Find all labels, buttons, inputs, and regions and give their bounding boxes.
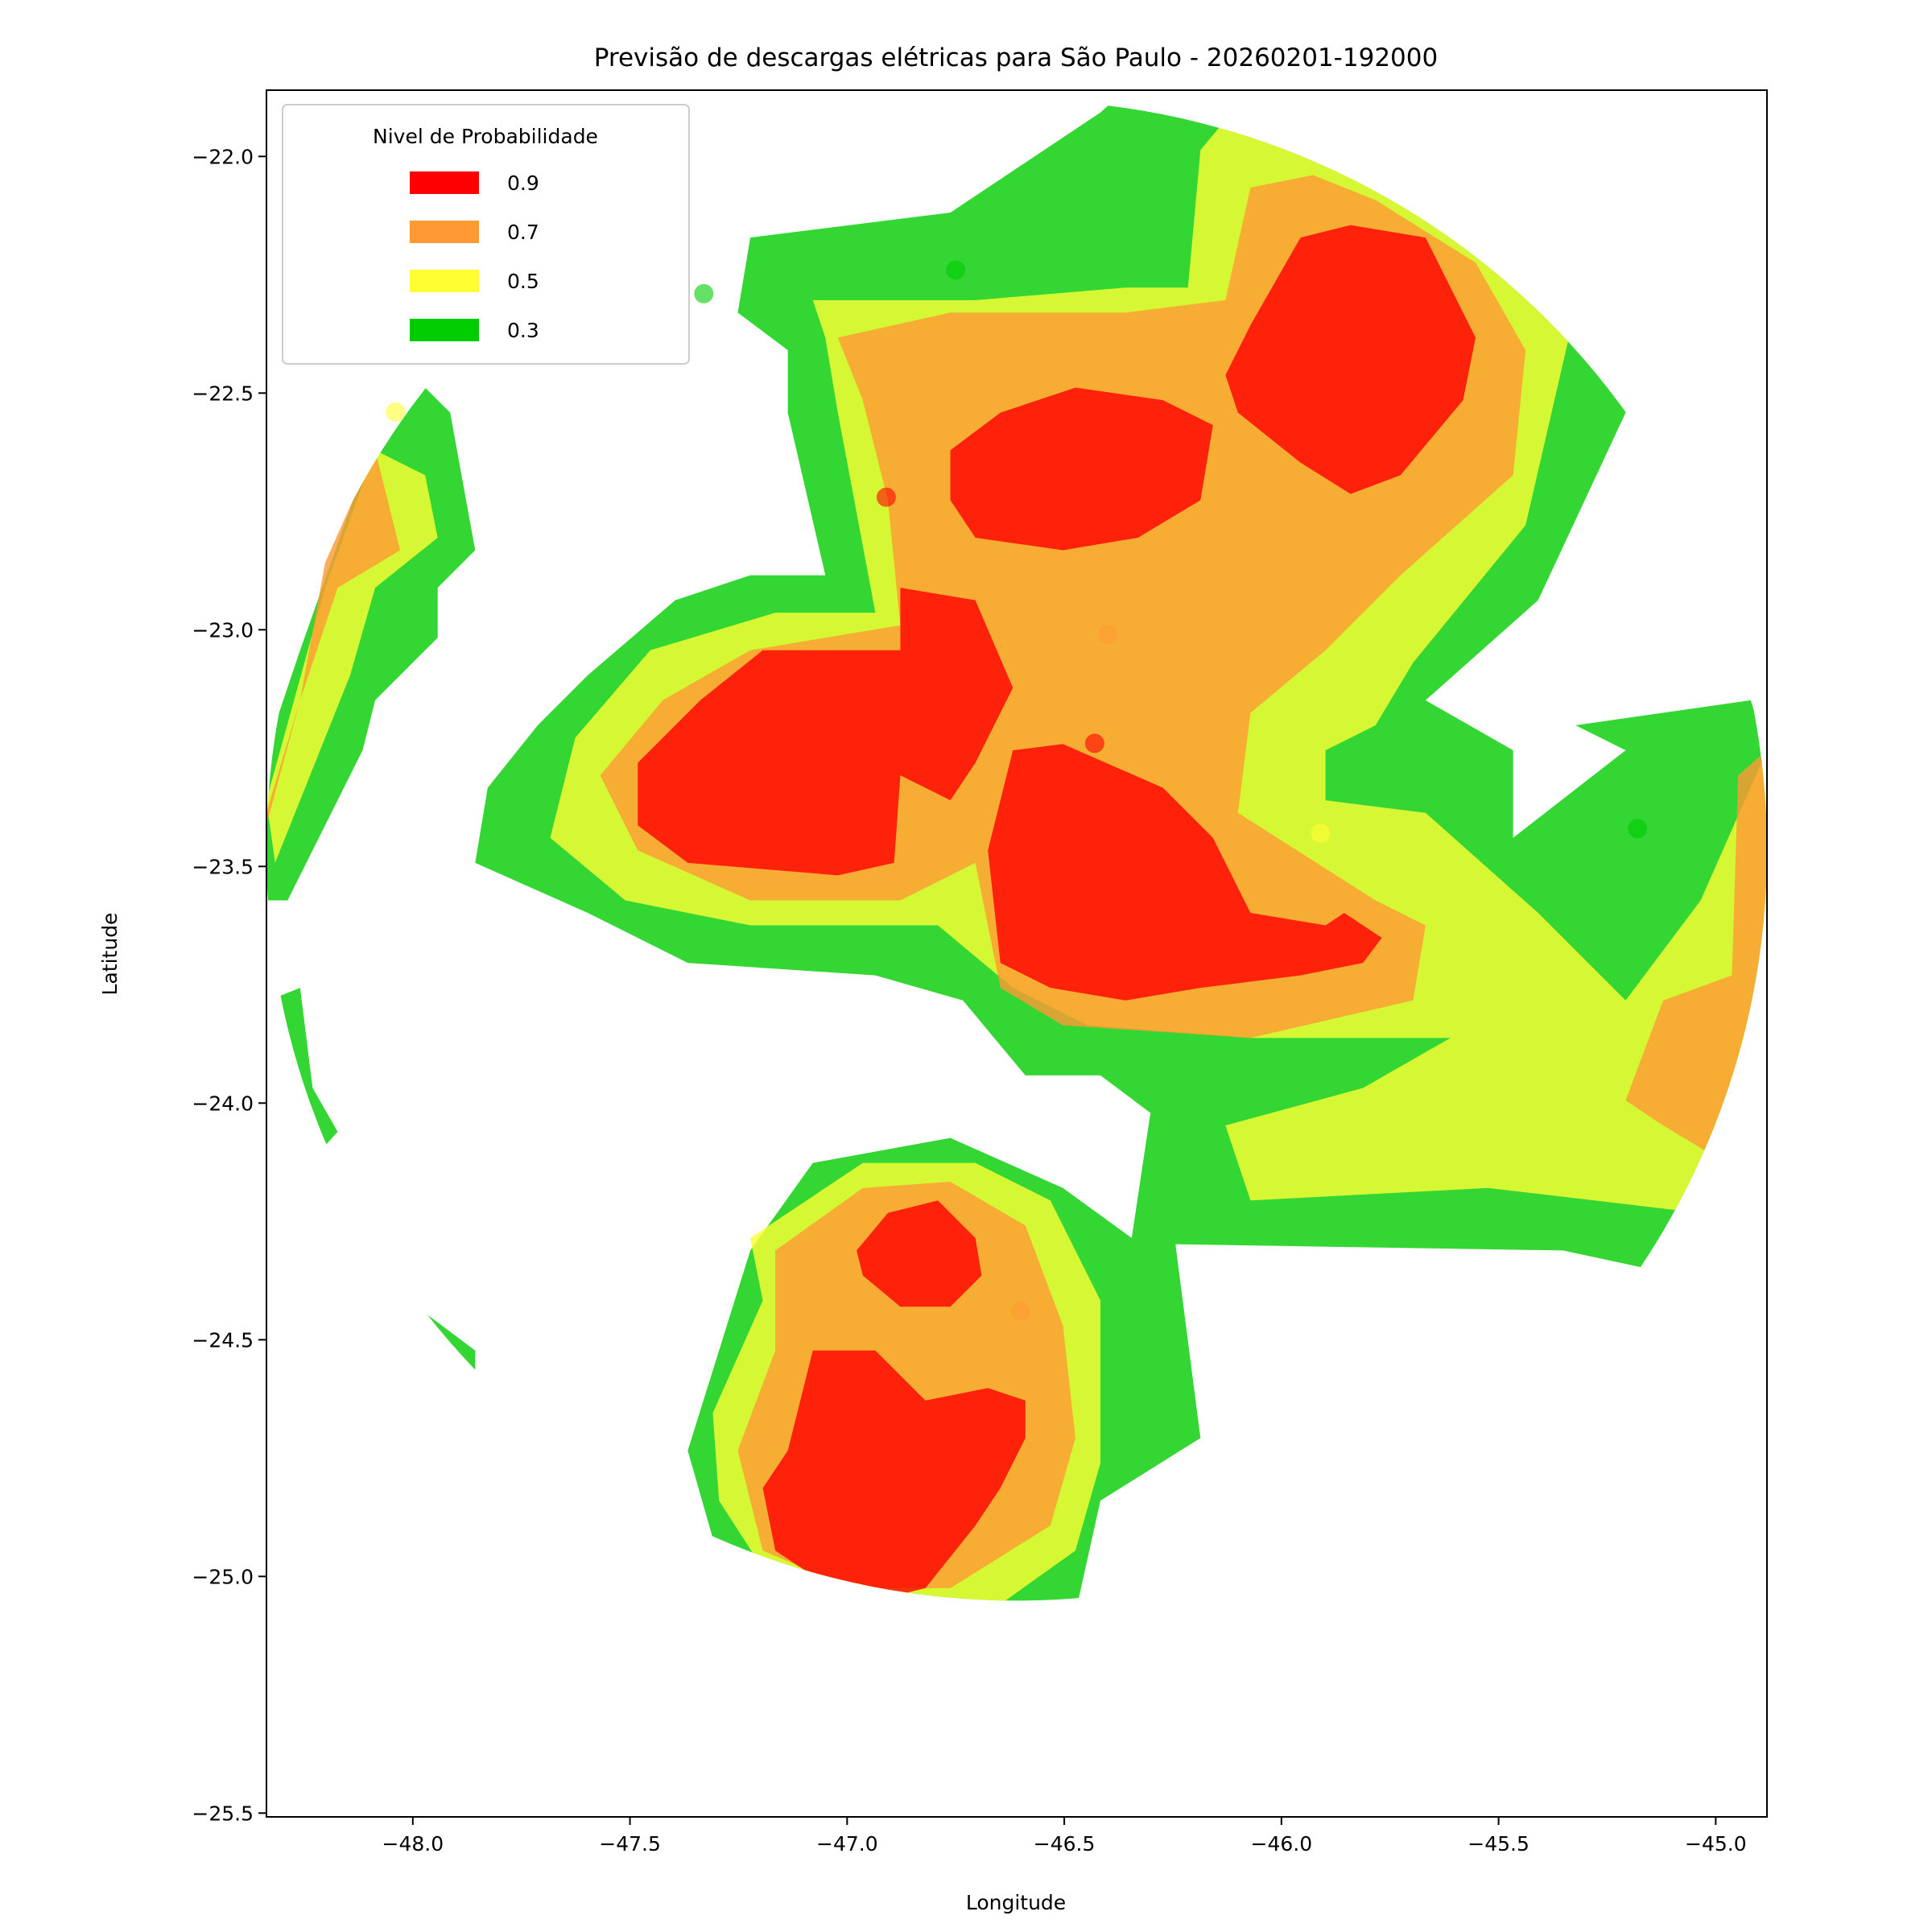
contour-region bbox=[331, 1313, 451, 1432]
contour-region bbox=[1225, 225, 1476, 494]
chart-title: Previsão de descargas elétricas para São… bbox=[594, 43, 1438, 72]
x-tick-label: −46.0 bbox=[1251, 1832, 1313, 1856]
contour-region bbox=[266, 988, 338, 1188]
point bbox=[386, 402, 406, 422]
contour-region bbox=[266, 450, 401, 826]
point bbox=[1098, 625, 1118, 645]
legend-swatch bbox=[410, 270, 479, 292]
y-axis-label: Latitude bbox=[98, 913, 122, 996]
legend-label: 0.9 bbox=[507, 171, 539, 195]
legend-swatch bbox=[410, 171, 479, 194]
contour-region bbox=[762, 1350, 1026, 1601]
legend-swatch bbox=[410, 221, 479, 243]
y-tick-label: −23.5 bbox=[192, 855, 254, 878]
contour-clip bbox=[266, 100, 1767, 1601]
axes-frame bbox=[266, 89, 1768, 1818]
legend-label: 0.7 bbox=[507, 221, 539, 244]
x-tick-label: −45.5 bbox=[1468, 1832, 1530, 1856]
contour-region bbox=[638, 588, 1013, 876]
point bbox=[946, 260, 966, 280]
legend: Nivel de Probabilidade 0.9 0.7 0.5 0.3 bbox=[282, 104, 690, 365]
legend-title: Nivel de Probabilidade bbox=[373, 125, 598, 148]
contour-region bbox=[266, 1063, 300, 1145]
contour-region bbox=[362, 1350, 426, 1395]
x-tick-label: −46.5 bbox=[1034, 1832, 1096, 1856]
contour-plot-clip bbox=[266, 100, 1767, 1601]
y-tick-label: −24.0 bbox=[192, 1092, 254, 1115]
point bbox=[694, 283, 714, 303]
y-tick-label: −25.5 bbox=[192, 1802, 254, 1825]
x-axis-label: Longitude bbox=[966, 1891, 1066, 1914]
contour-region bbox=[857, 1200, 982, 1307]
y-tick-label: −23.0 bbox=[192, 618, 254, 642]
legend-swatch bbox=[410, 319, 479, 341]
y-tick-label: −22.0 bbox=[192, 145, 254, 168]
y-tick-label: −24.5 bbox=[192, 1328, 254, 1352]
legend-label: 0.5 bbox=[507, 270, 539, 293]
point bbox=[1311, 824, 1331, 844]
x-tick-label: −45.0 bbox=[1685, 1832, 1747, 1856]
x-tick-label: −48.0 bbox=[382, 1832, 444, 1856]
contour-region bbox=[988, 744, 1382, 1001]
point bbox=[1084, 733, 1104, 753]
legend-label: 0.3 bbox=[507, 319, 539, 342]
contour-region bbox=[1625, 750, 1767, 1163]
ticks: −48.0 −47.5 −47.0 −46.5 −46.0 −45.5 −45.0 −22.0… bbox=[192, 145, 1746, 1856]
contour-region bbox=[266, 375, 476, 901]
point bbox=[1011, 1302, 1031, 1322]
x-tick-label: −47.0 bbox=[816, 1832, 878, 1856]
points bbox=[386, 260, 1648, 1322]
point bbox=[876, 487, 896, 507]
legend-box bbox=[282, 104, 690, 365]
x-tick-label: −47.5 bbox=[599, 1832, 661, 1856]
y-tick-label: −25.0 bbox=[192, 1565, 254, 1588]
contour-region bbox=[950, 387, 1213, 551]
contour-region bbox=[299, 1275, 476, 1457]
contour-layer bbox=[266, 100, 1767, 1601]
y-tick-label: −22.5 bbox=[192, 382, 254, 405]
point bbox=[1628, 819, 1648, 839]
